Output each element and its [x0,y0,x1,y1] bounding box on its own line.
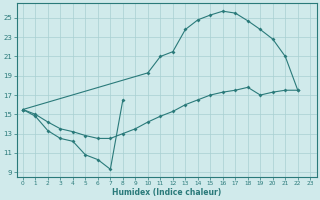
X-axis label: Humidex (Indice chaleur): Humidex (Indice chaleur) [112,188,221,197]
